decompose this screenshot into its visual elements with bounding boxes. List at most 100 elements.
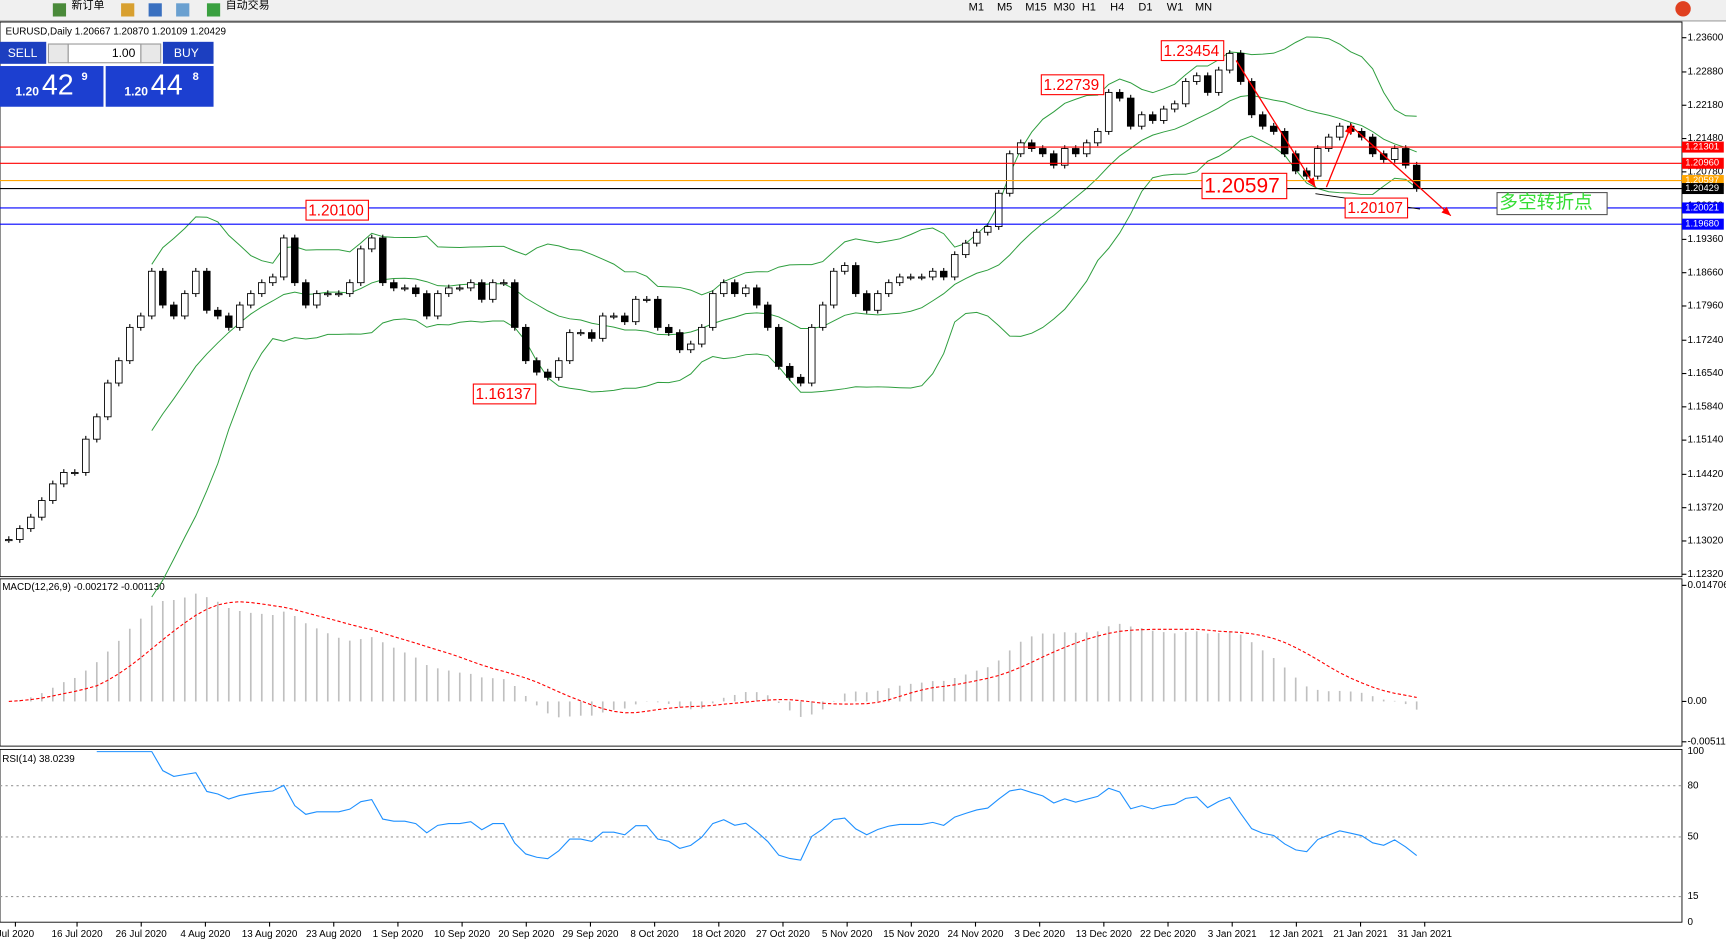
candle [60, 472, 68, 485]
candle [1379, 153, 1388, 160]
y-tick-label: 1.12320 [1687, 569, 1723, 580]
x-tick-label: 12 Jan 2021 [1269, 929, 1324, 940]
candle [379, 237, 387, 284]
y-tick-label: 1.17960 [1687, 301, 1723, 312]
timeframe-button[interactable]: W1 [1167, 2, 1184, 14]
candle [192, 270, 200, 295]
timeframe-button[interactable]: H1 [1082, 2, 1096, 14]
timeframe-button[interactable]: D1 [1138, 2, 1152, 14]
candle [225, 315, 233, 328]
price-tag [1681, 183, 1724, 195]
sell-label[interactable]: SELL [8, 46, 38, 60]
new-order-icon[interactable] [52, 3, 67, 17]
x-tick-label: 3 Dec 2020 [1014, 929, 1065, 940]
candle [1247, 81, 1256, 116]
lot-down[interactable] [47, 43, 69, 64]
candle [148, 270, 156, 317]
candle [698, 326, 706, 345]
candle [720, 282, 728, 295]
autotrade-icon[interactable] [206, 3, 221, 17]
y-tick-label: 1.17240 [1687, 335, 1723, 346]
rsi-pane [0, 748, 1683, 923]
y-tick-label: 1.22180 [1687, 100, 1723, 111]
sell-button[interactable] [0, 41, 47, 64]
candle [763, 304, 772, 328]
candle [1324, 136, 1333, 149]
bid-box[interactable] [0, 66, 104, 107]
annotation-box [1160, 40, 1225, 62]
candle [1357, 130, 1366, 138]
x-tick-label: 3 Jan 2021 [1208, 929, 1257, 940]
y-tick-label: 1.16540 [1687, 368, 1723, 379]
candle [1093, 130, 1102, 144]
candle [1225, 52, 1234, 71]
alert-icon[interactable] [1675, 1, 1691, 17]
candle [1115, 91, 1124, 99]
candle [104, 382, 112, 418]
timeframe-button[interactable]: M1 [969, 2, 984, 14]
buy-label[interactable]: BUY [174, 46, 199, 60]
ask-fraction: 8 [193, 71, 199, 83]
candle [16, 528, 24, 540]
candle [1401, 148, 1410, 166]
lot-value[interactable]: 1.00 [112, 46, 136, 60]
toolbar-icon[interactable] [121, 3, 135, 17]
x-tick-label: 10 Sep 2020 [434, 929, 491, 940]
price-tag [1681, 218, 1724, 230]
timeframe-button[interactable]: M30 [1054, 2, 1075, 14]
buy-button[interactable] [162, 41, 214, 64]
candle [566, 332, 574, 362]
candle [1335, 125, 1344, 138]
candle [851, 265, 860, 295]
candle [1148, 114, 1157, 121]
y-tick-label: -0.005113 [1687, 736, 1726, 747]
candle [555, 360, 563, 378]
price-tag [1681, 175, 1724, 187]
candle [1071, 148, 1080, 155]
signal-label: 多空转折点 [1499, 192, 1593, 213]
toolbar-button[interactable]: 自动交易 [226, 0, 270, 11]
candle [983, 226, 992, 233]
ask-pips: 44 [151, 70, 183, 102]
arrow-head [1441, 206, 1451, 216]
timeframe-button[interactable]: M5 [997, 2, 1012, 14]
candle [1104, 91, 1113, 132]
bollinger-band [151, 36, 1417, 296]
candle [93, 416, 101, 440]
y-tick-label: 0.00 [1687, 696, 1707, 707]
trend-arrow [1325, 124, 1353, 188]
candle [917, 276, 926, 279]
candle [115, 360, 123, 384]
toolbar-icon[interactable] [176, 3, 190, 17]
candle [709, 293, 717, 328]
candle [1170, 103, 1179, 110]
toolbar-icon[interactable] [148, 3, 162, 17]
candle [324, 293, 332, 296]
timeframe-button[interactable]: H4 [1110, 2, 1124, 14]
ask-box[interactable] [105, 66, 214, 107]
timeframe-button[interactable]: MN [1195, 2, 1212, 14]
annotation: 1.20107 [1347, 200, 1403, 217]
lot-up[interactable] [140, 43, 162, 64]
candle [928, 270, 937, 278]
price-tag [1681, 141, 1724, 153]
toolbar-button[interactable]: 新订单 [72, 0, 105, 11]
signal-box [1496, 192, 1608, 216]
timeframe-button[interactable]: M15 [1025, 2, 1046, 14]
candle [302, 282, 310, 306]
x-tick-label: 5 Nov 2020 [822, 929, 873, 940]
x-tick-label: 23 Aug 2020 [306, 929, 362, 940]
annotation: 1.23454 [1164, 43, 1220, 60]
candle [1390, 148, 1399, 160]
candle [49, 483, 57, 501]
candle [1159, 108, 1168, 121]
macd-pane [0, 578, 1683, 747]
candle [687, 343, 695, 351]
x-tick-label: 26 Jul 2020 [116, 929, 168, 940]
candle [511, 282, 519, 328]
candle [346, 282, 354, 295]
candle [862, 293, 871, 311]
candle [1203, 75, 1212, 93]
y-tick-label: 80 [1687, 780, 1699, 791]
